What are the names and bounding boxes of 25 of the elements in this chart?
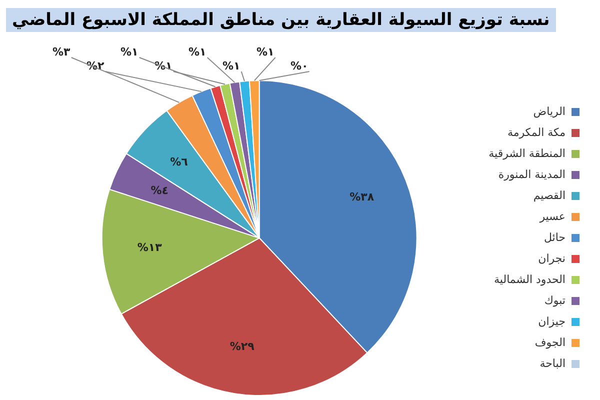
legend-label: الرياض [533,104,566,118]
legend-label: المدينة المنورة [498,168,566,181]
legend-label: المنطقة الشرقية [488,146,566,160]
chart-title: نسبة توزيع السيولة العقارية بين مناطق المملكة الاسبوع الماضي [6,8,556,32]
legend-label: الباحة [540,356,566,370]
legend-label: حائل [544,230,566,244]
data-label: %١ [256,45,274,58]
legend-label: عسير [538,210,566,223]
legend-label: القصيم [533,188,566,202]
data-label: %٣٨ [350,190,374,204]
data-label: %٢٩ [230,340,255,353]
data-label: %٤ [150,184,168,197]
data-label: %١ [120,45,138,58]
legend-label: نجران [538,252,566,265]
legend-label: الحدود الشمالية [494,272,566,286]
data-label: %٣ [52,45,70,58]
legend-label: جيزان [538,314,566,328]
data-label: %١٣ [137,241,162,254]
legend-label: الجوف [534,336,566,349]
data-label: %١ [188,45,206,58]
text: %٠ [290,59,308,72]
legend-label: مكة المكرمة [507,126,566,139]
data-label: %١ [222,59,240,72]
legend-label: تبوك [544,294,566,307]
data-label: %٦ [170,155,188,168]
